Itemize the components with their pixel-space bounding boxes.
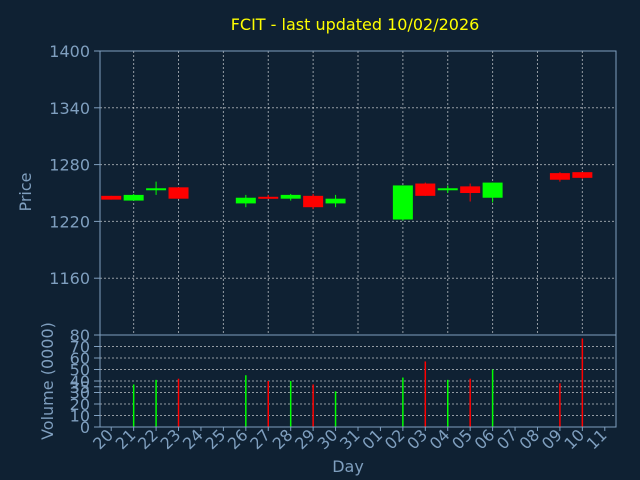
candle-body-02 [392,185,413,220]
candle-body-23 [168,187,189,199]
price-tick-label: 1340 [49,99,90,118]
candle-body-28 [280,194,301,199]
candle-body-22 [146,188,167,191]
price-tick-label: 1280 [49,156,90,175]
candle-body-10 [572,172,593,178]
volume-tick-label: 0 [80,418,90,437]
candle-body-29 [303,195,324,208]
volume-tick-label: 60 [70,349,90,368]
x-axis-ticks: 2021222324252627282930310102030405060708… [89,425,610,453]
candle-body-03 [415,183,436,196]
price-tick-label: 1160 [49,269,90,288]
price-axis-label: Price [16,172,35,211]
candle-body-04 [437,188,458,191]
candle-body-05 [460,186,481,193]
candle-body-06 [482,182,503,198]
price-panel: 1160 1220 1280 1340 1400 [49,42,617,336]
candle-body-27 [258,196,279,199]
volume-tick-label: 80 [70,326,90,345]
candle-body-30 [325,198,346,204]
volume-tick-label: 30 [70,384,90,403]
candle-body-09 [549,173,570,180]
price-tick-label: 1400 [49,42,90,61]
candle-body-26 [235,197,256,204]
candle-body-21 [123,194,144,201]
x-axis-label: Day [332,457,364,476]
volume-axis-label: Volume (0000) [38,322,57,440]
volume-tick-label: 50 [70,361,90,380]
price-tick-label: 1220 [49,212,90,231]
x-tick-label: 11 [583,425,611,453]
volume-tick-label: 20 [70,395,90,414]
chart-title: FCIT - last updated 10/02/2026 [231,15,480,34]
volume-tick-label: 35 [70,378,90,397]
volume-tick-label: 10 [70,407,90,426]
candle-body-20 [101,195,122,200]
volume-tick-label: 40 [70,372,90,391]
volume-tick-label: 70 [70,338,90,357]
